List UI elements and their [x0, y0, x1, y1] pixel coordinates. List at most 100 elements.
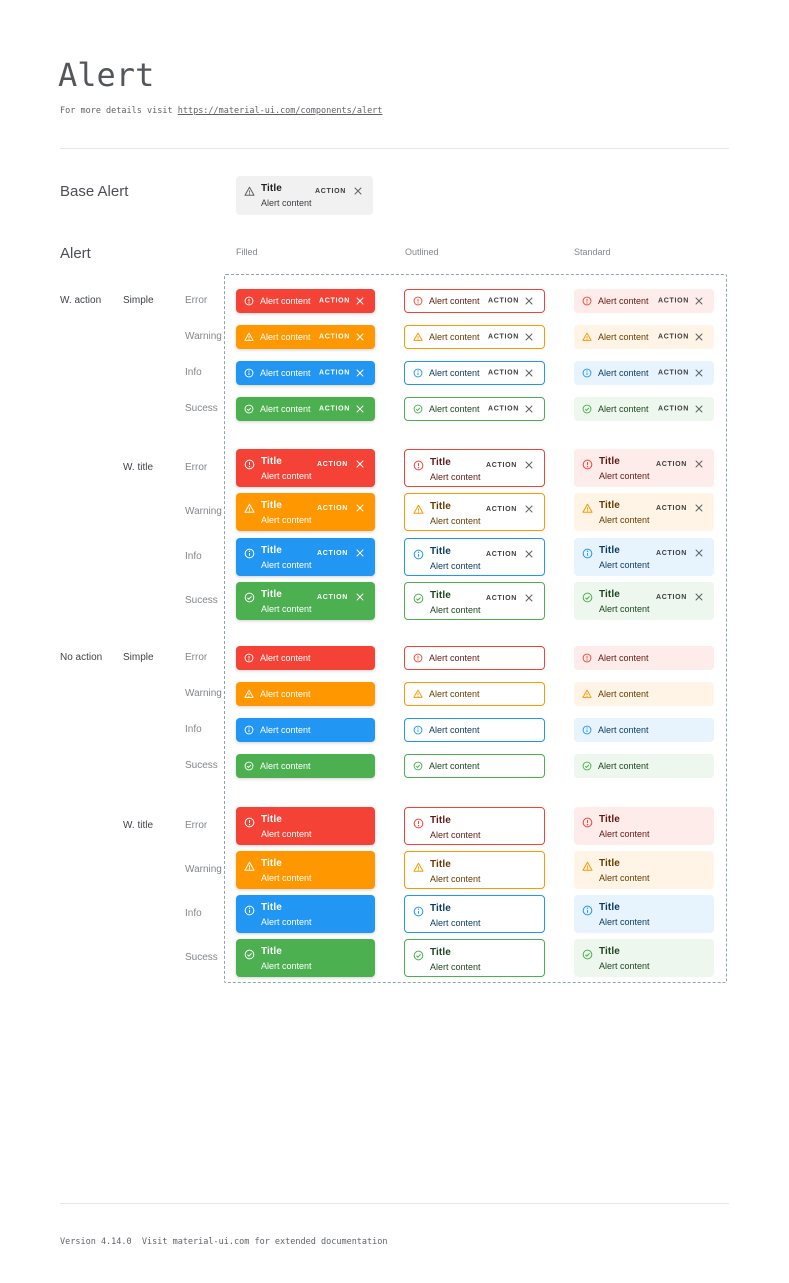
action-button[interactable]: ACTION — [657, 297, 689, 305]
close-icon[interactable] — [525, 594, 533, 602]
close-icon[interactable] — [695, 297, 703, 305]
alert-content: Alert content — [260, 368, 311, 378]
close-icon[interactable] — [356, 504, 364, 512]
action-button[interactable]: ACTION — [655, 505, 687, 512]
alert-title: Title — [261, 902, 282, 913]
severity-label-error: Error — [185, 295, 208, 306]
alert-title: Title — [261, 545, 282, 556]
action-button[interactable]: ACTION — [485, 551, 517, 558]
alert-content: Alert content — [429, 653, 480, 663]
info-outline-icon — [582, 725, 592, 735]
close-icon[interactable] — [525, 405, 533, 413]
alert-title: Title — [261, 946, 282, 957]
action-button[interactable]: ACTION — [487, 405, 519, 413]
close-icon[interactable] — [356, 333, 364, 341]
alert-content: Alert content — [599, 873, 650, 883]
action-button[interactable]: ACTION — [316, 461, 348, 468]
alert-standard-error-titled-action: Title Alert content ACTION — [574, 449, 714, 487]
close-icon[interactable] — [695, 405, 703, 413]
action-button[interactable]: ACTION — [657, 333, 689, 341]
close-icon[interactable] — [356, 460, 364, 468]
action-button[interactable]: ACTION — [316, 550, 348, 557]
close-icon[interactable] — [354, 187, 362, 195]
alert-outlined-success-simple: Alert content — [404, 754, 545, 778]
action-button[interactable]: ACTION — [316, 505, 348, 512]
action-button[interactable]: ACTION — [318, 405, 350, 413]
close-icon[interactable] — [695, 333, 703, 341]
close-icon[interactable] — [356, 405, 364, 413]
action-button[interactable]: ACTION — [318, 297, 350, 305]
action-button[interactable]: ACTION — [657, 369, 689, 377]
action-button[interactable]: ACTION — [487, 333, 519, 341]
alert-content: Alert content — [429, 761, 480, 771]
alert-outlined-warning-simple: Alert content — [404, 682, 545, 706]
severity-label-warning: Warning — [185, 688, 222, 699]
alert-content: Alert content — [429, 725, 480, 735]
top-divider — [60, 148, 729, 149]
variant-header-outlined: Outlined — [405, 247, 439, 257]
footer-text: Version 4.14.0 Visit material-ui.com for… — [60, 1237, 388, 1247]
action-button[interactable]: ACTION — [318, 369, 350, 377]
close-icon[interactable] — [525, 505, 533, 513]
close-icon[interactable] — [695, 369, 703, 377]
action-button[interactable]: ACTION — [655, 550, 687, 557]
warning-triangle-icon — [244, 186, 255, 197]
close-icon[interactable] — [525, 461, 533, 469]
action-button[interactable]: ACTION — [485, 595, 517, 602]
close-icon[interactable] — [356, 593, 364, 601]
check-circle-icon — [582, 404, 592, 414]
alert-title: Title — [430, 501, 451, 512]
error-outline-icon — [244, 296, 254, 306]
action-button[interactable]: ACTION — [487, 369, 519, 377]
check-circle-icon — [244, 949, 255, 960]
close-icon[interactable] — [356, 369, 364, 377]
alert-title: Title — [599, 545, 620, 556]
group-label-w-action: W. action — [60, 295, 102, 306]
alert-title: Title — [599, 946, 620, 957]
alert-content: Alert content — [598, 653, 649, 663]
action-button[interactable]: ACTION — [316, 594, 348, 601]
alert-content: Alert content — [430, 561, 481, 571]
alert-content: Alert content — [599, 604, 650, 614]
close-icon[interactable] — [356, 297, 364, 305]
close-icon[interactable] — [356, 549, 364, 557]
action-button[interactable]: ACTION — [655, 594, 687, 601]
close-icon[interactable] — [525, 369, 533, 377]
alert-title: Title — [430, 457, 451, 468]
alert-title: Title — [261, 500, 282, 511]
warning-triangle-icon — [582, 689, 592, 699]
alert-outlined-error-titled: Title Alert content — [404, 807, 545, 845]
bottom-divider — [60, 1203, 729, 1204]
warning-triangle-icon — [413, 862, 424, 873]
close-icon[interactable] — [525, 333, 533, 341]
action-button[interactable]: ACTION — [314, 188, 346, 195]
action-button[interactable]: ACTION — [657, 405, 689, 413]
close-icon[interactable] — [525, 550, 533, 558]
page-title: Alert — [58, 56, 155, 94]
action-button[interactable]: ACTION — [485, 506, 517, 513]
alert-content: Alert content — [261, 471, 312, 481]
close-icon[interactable] — [695, 593, 703, 601]
alert-content: Alert content — [261, 198, 312, 208]
alert-filled-success-titled: Title Alert content — [236, 939, 375, 977]
close-icon[interactable] — [695, 549, 703, 557]
alert-content: Alert content — [429, 368, 480, 378]
warning-triangle-icon — [244, 861, 255, 872]
variant-header-filled: Filled — [236, 247, 258, 257]
close-icon[interactable] — [525, 297, 533, 305]
action-button[interactable]: ACTION — [318, 333, 350, 341]
close-icon[interactable] — [695, 460, 703, 468]
info-outline-icon — [582, 905, 593, 916]
alert-standard-warning-simple: Alert content — [574, 682, 714, 706]
action-button[interactable]: ACTION — [487, 297, 519, 305]
action-button[interactable]: ACTION — [485, 462, 517, 469]
alert-content: Alert content — [261, 917, 312, 927]
docs-link[interactable]: https://material-ui.com/components/alert — [177, 106, 383, 116]
action-button[interactable]: ACTION — [655, 461, 687, 468]
info-outline-icon — [244, 905, 255, 916]
alert-standard-warning-titled: Title Alert content — [574, 851, 714, 889]
info-outline-icon — [244, 368, 254, 378]
error-outline-icon — [244, 459, 255, 470]
close-icon[interactable] — [695, 504, 703, 512]
